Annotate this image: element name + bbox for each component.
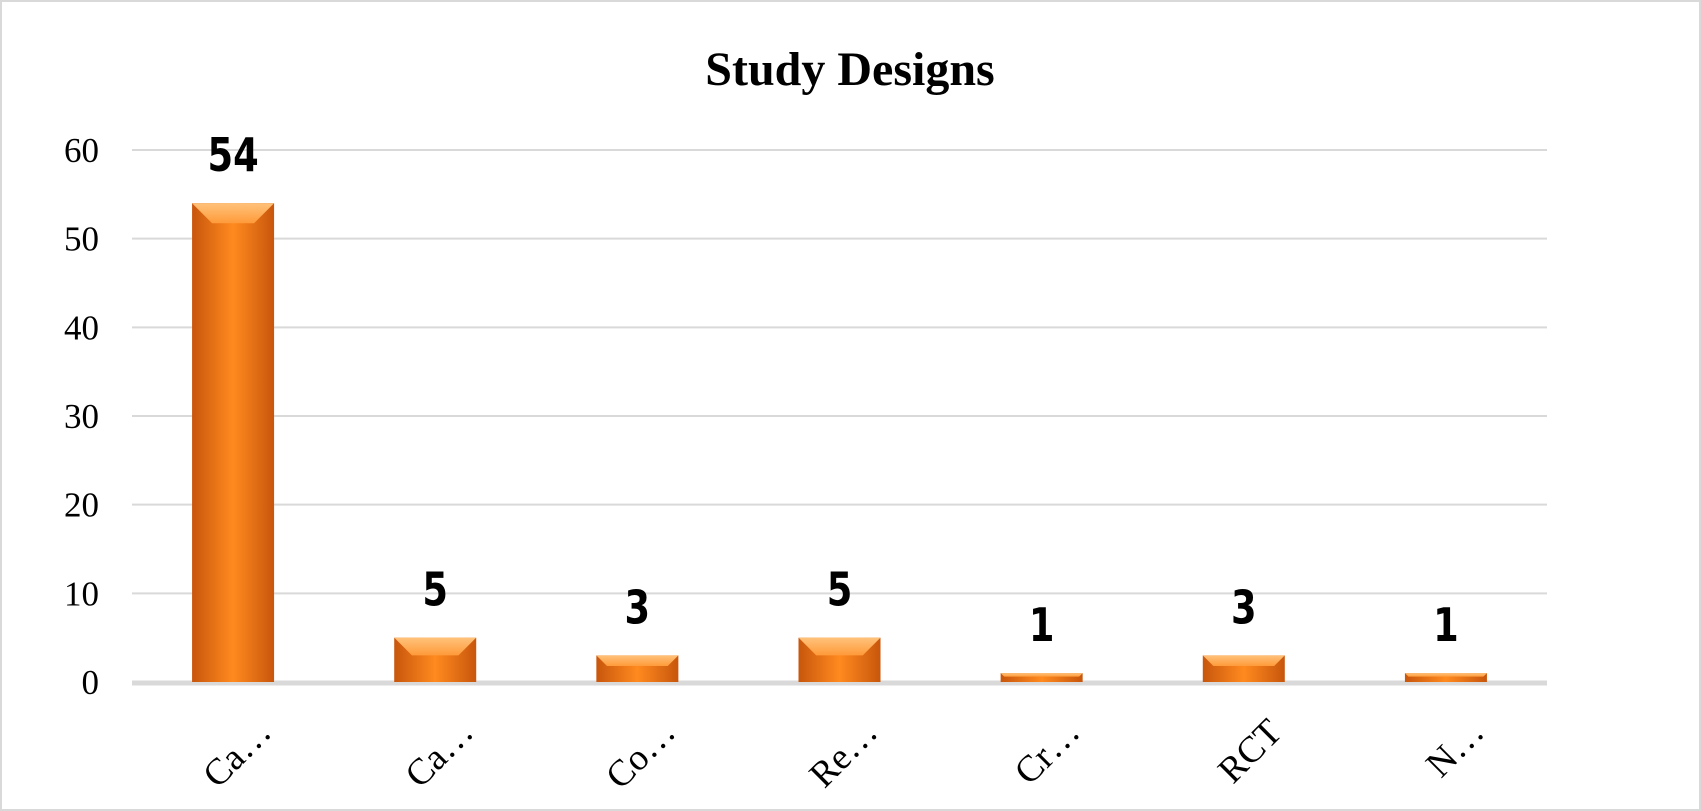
data-label: 1 xyxy=(1029,598,1055,652)
gridlines xyxy=(132,149,1547,595)
bar-bevel xyxy=(596,655,679,667)
x-axis: Ca… Ca… Co… Re… Cr… RCT N… xyxy=(195,711,1492,797)
bar-bevel xyxy=(1202,655,1285,667)
data-label: 5 xyxy=(827,563,853,617)
x-tick-label: N… xyxy=(1418,711,1492,785)
y-tick-label: 0 xyxy=(82,663,100,702)
bar-bevel xyxy=(1000,673,1083,677)
x-tick-label: Ca… xyxy=(397,711,481,795)
data-label: 1 xyxy=(1433,598,1459,652)
y-tick-label: 60 xyxy=(64,131,99,170)
bar-bevel xyxy=(1404,673,1487,677)
y-tick-label: 10 xyxy=(64,574,99,613)
bar xyxy=(192,203,275,682)
data-label: 5 xyxy=(422,563,448,617)
x-tick-label: Cr… xyxy=(1007,711,1088,792)
x-tick-label: Ca… xyxy=(195,711,279,795)
y-tick-label: 20 xyxy=(64,486,99,525)
data-labels: 54 5 3 5 1 3 1 xyxy=(207,128,1458,652)
bar-bevel xyxy=(192,203,275,224)
x-tick-label: Re… xyxy=(802,711,886,795)
y-tick-label: 40 xyxy=(64,308,99,347)
bar-bevel xyxy=(394,637,477,656)
data-label: 54 xyxy=(207,128,258,182)
chart-title: Study Designs xyxy=(705,43,994,96)
bar xyxy=(1000,673,1083,682)
x-tick-label: Co… xyxy=(598,711,684,797)
bars xyxy=(192,203,1487,682)
y-tick-label: 30 xyxy=(64,397,99,436)
y-axis: 0 10 20 30 40 50 60 xyxy=(64,131,1547,702)
data-label: 3 xyxy=(1231,580,1257,634)
data-label: 3 xyxy=(625,580,651,634)
bar-bevel xyxy=(798,637,881,656)
bar xyxy=(1404,673,1487,682)
y-tick-label: 50 xyxy=(64,220,99,259)
x-tick-label: RCT xyxy=(1210,711,1290,791)
